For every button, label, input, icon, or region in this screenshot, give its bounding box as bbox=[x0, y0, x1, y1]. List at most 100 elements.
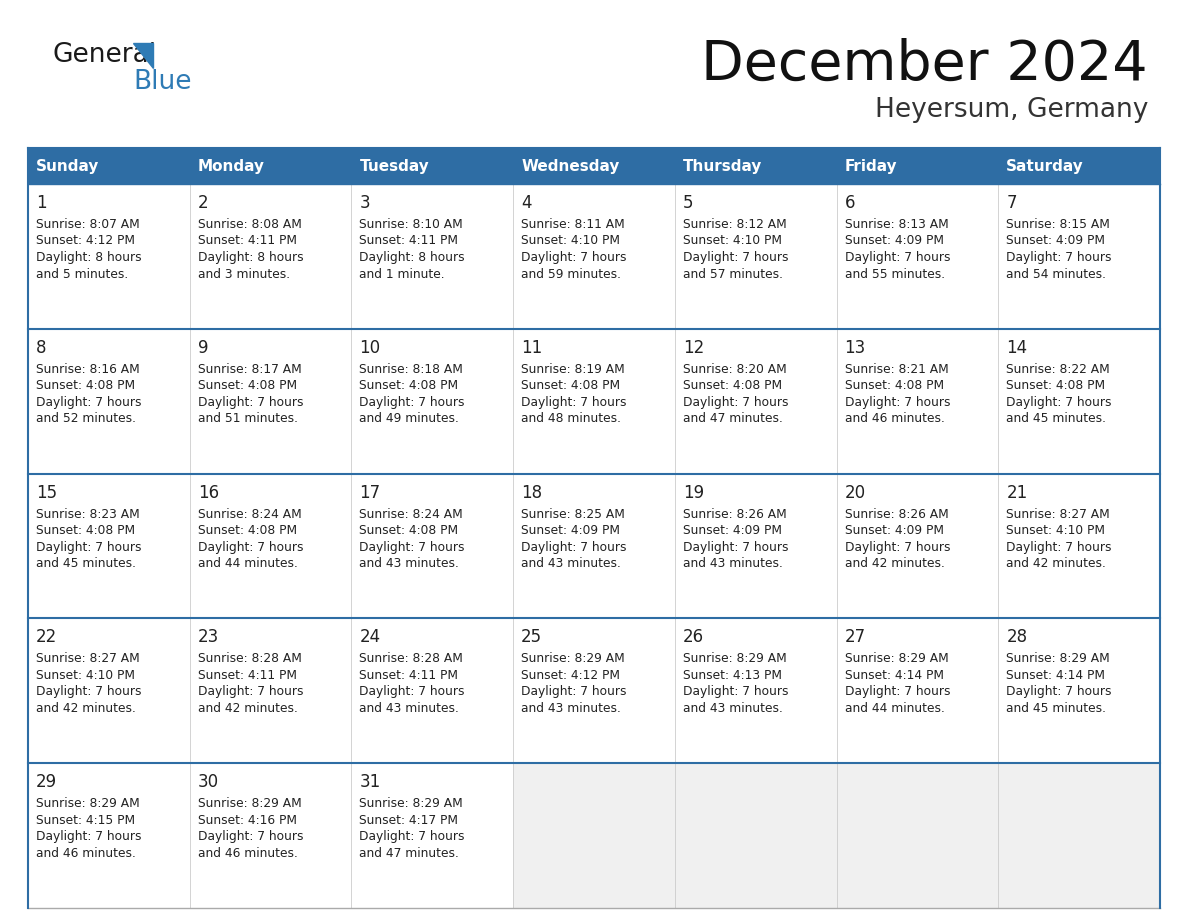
Text: Daylight: 7 hours: Daylight: 7 hours bbox=[360, 541, 465, 554]
Text: Sunset: 4:08 PM: Sunset: 4:08 PM bbox=[360, 379, 459, 392]
Text: Daylight: 7 hours: Daylight: 7 hours bbox=[683, 396, 789, 409]
Text: Sunrise: 8:07 AM: Sunrise: 8:07 AM bbox=[36, 218, 140, 231]
Text: Sunrise: 8:29 AM: Sunrise: 8:29 AM bbox=[845, 653, 948, 666]
Bar bbox=[836, 763, 998, 908]
Text: 3: 3 bbox=[360, 194, 369, 212]
Text: Sunset: 4:10 PM: Sunset: 4:10 PM bbox=[522, 234, 620, 248]
Text: Sunrise: 8:27 AM: Sunrise: 8:27 AM bbox=[36, 653, 140, 666]
Text: Daylight: 7 hours: Daylight: 7 hours bbox=[522, 251, 626, 264]
Text: and 47 minutes.: and 47 minutes. bbox=[683, 412, 783, 425]
Text: and 5 minutes.: and 5 minutes. bbox=[36, 267, 128, 281]
Text: Sunrise: 8:13 AM: Sunrise: 8:13 AM bbox=[845, 218, 948, 231]
Text: Sunset: 4:08 PM: Sunset: 4:08 PM bbox=[36, 379, 135, 392]
Text: and 43 minutes.: and 43 minutes. bbox=[683, 557, 783, 570]
Bar bbox=[836, 329, 998, 474]
Bar bbox=[513, 474, 675, 619]
Text: Sunrise: 8:17 AM: Sunrise: 8:17 AM bbox=[197, 363, 302, 375]
Text: 9: 9 bbox=[197, 339, 208, 357]
Text: Sunset: 4:08 PM: Sunset: 4:08 PM bbox=[522, 379, 620, 392]
Bar bbox=[836, 474, 998, 619]
Text: and 43 minutes.: and 43 minutes. bbox=[360, 702, 460, 715]
Bar bbox=[29, 619, 190, 763]
Text: Daylight: 7 hours: Daylight: 7 hours bbox=[1006, 396, 1112, 409]
Text: 18: 18 bbox=[522, 484, 542, 501]
Text: 6: 6 bbox=[845, 194, 855, 212]
Text: 16: 16 bbox=[197, 484, 219, 501]
Bar bbox=[513, 329, 675, 474]
Bar bbox=[29, 184, 190, 329]
Text: 5: 5 bbox=[683, 194, 694, 212]
Text: Daylight: 7 hours: Daylight: 7 hours bbox=[360, 830, 465, 844]
Text: and 42 minutes.: and 42 minutes. bbox=[36, 702, 135, 715]
Polygon shape bbox=[133, 43, 153, 68]
Bar bbox=[513, 763, 675, 908]
Text: Sunset: 4:08 PM: Sunset: 4:08 PM bbox=[1006, 379, 1105, 392]
Text: 31: 31 bbox=[360, 773, 380, 791]
Text: Sunrise: 8:21 AM: Sunrise: 8:21 AM bbox=[845, 363, 948, 375]
Text: and 46 minutes.: and 46 minutes. bbox=[197, 846, 297, 859]
Text: Sunset: 4:11 PM: Sunset: 4:11 PM bbox=[360, 669, 459, 682]
Text: Sunset: 4:08 PM: Sunset: 4:08 PM bbox=[845, 379, 943, 392]
Bar bbox=[836, 619, 998, 763]
Text: Sunrise: 8:12 AM: Sunrise: 8:12 AM bbox=[683, 218, 786, 231]
Text: Sunrise: 8:15 AM: Sunrise: 8:15 AM bbox=[1006, 218, 1110, 231]
Text: Daylight: 7 hours: Daylight: 7 hours bbox=[36, 541, 141, 554]
Bar bbox=[352, 329, 513, 474]
Text: 13: 13 bbox=[845, 339, 866, 357]
Text: and 43 minutes.: and 43 minutes. bbox=[683, 702, 783, 715]
Bar bbox=[352, 474, 513, 619]
Text: Sunset: 4:08 PM: Sunset: 4:08 PM bbox=[683, 379, 782, 392]
Text: Thursday: Thursday bbox=[683, 159, 763, 174]
Text: Sunset: 4:14 PM: Sunset: 4:14 PM bbox=[1006, 669, 1105, 682]
Text: Sunrise: 8:27 AM: Sunrise: 8:27 AM bbox=[1006, 508, 1110, 521]
Bar bbox=[352, 184, 513, 329]
Text: Daylight: 7 hours: Daylight: 7 hours bbox=[522, 396, 626, 409]
Text: 14: 14 bbox=[1006, 339, 1028, 357]
Text: Sunset: 4:12 PM: Sunset: 4:12 PM bbox=[36, 234, 135, 248]
Text: Sunrise: 8:23 AM: Sunrise: 8:23 AM bbox=[36, 508, 140, 521]
Bar bbox=[675, 474, 836, 619]
Text: Daylight: 7 hours: Daylight: 7 hours bbox=[36, 396, 141, 409]
Text: Sunrise: 8:29 AM: Sunrise: 8:29 AM bbox=[522, 653, 625, 666]
Text: Sunrise: 8:24 AM: Sunrise: 8:24 AM bbox=[360, 508, 463, 521]
Text: Sunrise: 8:29 AM: Sunrise: 8:29 AM bbox=[360, 797, 463, 811]
Text: and 42 minutes.: and 42 minutes. bbox=[845, 557, 944, 570]
Text: Daylight: 7 hours: Daylight: 7 hours bbox=[683, 251, 789, 264]
Text: Sunrise: 8:29 AM: Sunrise: 8:29 AM bbox=[683, 653, 786, 666]
Text: Daylight: 7 hours: Daylight: 7 hours bbox=[845, 541, 950, 554]
Bar bbox=[190, 763, 352, 908]
Text: Sunset: 4:11 PM: Sunset: 4:11 PM bbox=[360, 234, 459, 248]
Text: Sunset: 4:08 PM: Sunset: 4:08 PM bbox=[360, 524, 459, 537]
Text: 8: 8 bbox=[36, 339, 46, 357]
Text: 23: 23 bbox=[197, 629, 219, 646]
Text: Sunset: 4:08 PM: Sunset: 4:08 PM bbox=[197, 524, 297, 537]
Text: Daylight: 8 hours: Daylight: 8 hours bbox=[197, 251, 303, 264]
Text: 10: 10 bbox=[360, 339, 380, 357]
Text: 1: 1 bbox=[36, 194, 46, 212]
Text: Sunrise: 8:29 AM: Sunrise: 8:29 AM bbox=[1006, 653, 1110, 666]
Text: Sunrise: 8:28 AM: Sunrise: 8:28 AM bbox=[360, 653, 463, 666]
Bar bbox=[836, 184, 998, 329]
Text: and 45 minutes.: and 45 minutes. bbox=[1006, 702, 1106, 715]
Text: Daylight: 7 hours: Daylight: 7 hours bbox=[1006, 541, 1112, 554]
Text: Sunrise: 8:20 AM: Sunrise: 8:20 AM bbox=[683, 363, 786, 375]
Text: and 43 minutes.: and 43 minutes. bbox=[522, 557, 621, 570]
Text: 19: 19 bbox=[683, 484, 704, 501]
Bar bbox=[29, 763, 190, 908]
Text: and 59 minutes.: and 59 minutes. bbox=[522, 267, 621, 281]
Text: Daylight: 7 hours: Daylight: 7 hours bbox=[522, 541, 626, 554]
Text: Sunset: 4:17 PM: Sunset: 4:17 PM bbox=[360, 813, 459, 827]
Text: General: General bbox=[52, 42, 156, 68]
Text: Daylight: 8 hours: Daylight: 8 hours bbox=[360, 251, 465, 264]
Text: Sunset: 4:11 PM: Sunset: 4:11 PM bbox=[197, 669, 297, 682]
Bar bbox=[998, 619, 1159, 763]
Text: and 43 minutes.: and 43 minutes. bbox=[522, 702, 621, 715]
Text: and 1 minute.: and 1 minute. bbox=[360, 267, 446, 281]
Text: Wednesday: Wednesday bbox=[522, 159, 619, 174]
Text: Heyersum, Germany: Heyersum, Germany bbox=[874, 97, 1148, 123]
Text: Daylight: 7 hours: Daylight: 7 hours bbox=[1006, 686, 1112, 699]
Text: Sunrise: 8:19 AM: Sunrise: 8:19 AM bbox=[522, 363, 625, 375]
Text: Sunset: 4:15 PM: Sunset: 4:15 PM bbox=[36, 813, 135, 827]
Text: Sunset: 4:12 PM: Sunset: 4:12 PM bbox=[522, 669, 620, 682]
Text: Sunday: Sunday bbox=[36, 159, 100, 174]
